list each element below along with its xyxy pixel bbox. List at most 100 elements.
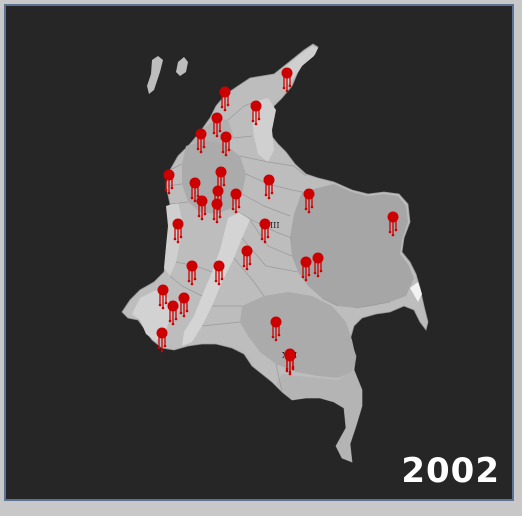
border-patch — [410, 282, 422, 302]
marker-huila — [156, 327, 168, 353]
marker-boyaca-drop-2 — [248, 262, 252, 266]
marker-caldas-drop-2 — [266, 235, 270, 239]
marker-meta-west-drop-0 — [313, 271, 317, 275]
marker-vaupes — [284, 350, 296, 376]
marker-antioquia-west-head — [189, 177, 201, 189]
marker-antioquia-west-drop-0 — [190, 196, 194, 200]
marker-santander — [263, 174, 275, 200]
marker-santander-drop-1 — [267, 196, 271, 200]
marker-cesar-head — [250, 100, 262, 112]
marker-huila-drop-1 — [160, 349, 164, 353]
marker-sucre-drop-0 — [196, 147, 200, 151]
marker-uraba — [163, 169, 175, 195]
marker-sucre-drop-2 — [202, 145, 206, 149]
marker-bolivar-north-head — [211, 112, 223, 124]
region-orinoquia — [290, 184, 414, 308]
region-amazonas-south — [276, 370, 362, 462]
marker-cauca-coast — [178, 292, 190, 318]
island-east — [176, 57, 188, 76]
marker-magdalena-north-head — [219, 86, 231, 98]
marker-medellin-drop-2 — [203, 212, 207, 216]
marker-cundinamarca-drop-0 — [187, 279, 191, 283]
marker-bolivar-north-drop-1 — [215, 134, 219, 138]
island-west — [147, 56, 163, 94]
marker-sucre-drop-1 — [199, 150, 203, 154]
marker-meta-east-head — [157, 284, 169, 296]
marker-magdalena-north-drop-1 — [223, 108, 227, 112]
marker-medellin-drop-1 — [200, 217, 204, 221]
marker-antioquia-south — [211, 198, 223, 224]
marker-cesar-drop-2 — [257, 117, 261, 121]
marker-caldas — [259, 218, 271, 244]
marker-narino-drop-0 — [271, 335, 275, 339]
marker-cesar-drop-1 — [254, 122, 258, 126]
marker-cauca-drop-0 — [168, 319, 172, 323]
marker-arauca-drop-2 — [310, 205, 314, 209]
marker-arauca — [303, 188, 315, 214]
marker-uraba-head — [163, 169, 175, 181]
marker-antioquia-central-head — [212, 185, 224, 197]
marker-cesar — [250, 100, 262, 126]
marker-tolima-drop-1 — [304, 278, 308, 282]
marker-valle-head — [213, 260, 225, 272]
marker-huila-head — [156, 327, 168, 339]
region-guajira-light — [284, 46, 318, 84]
marker-valle-drop-2 — [220, 277, 224, 281]
marker-boyaca — [241, 245, 253, 271]
marker-antioquia-north-drop-2 — [222, 183, 226, 187]
marker-choco-drop-2 — [179, 235, 183, 239]
marker-cauca-drop-2 — [174, 317, 178, 321]
marker-guajira-drop-0 — [282, 86, 286, 90]
marker-bolivar-south — [220, 131, 232, 157]
marker-vaupes-drop-1 — [288, 372, 292, 376]
marker-cauca-coast-drop-0 — [179, 311, 183, 315]
marker-cesar-drop-0 — [251, 119, 255, 123]
marker-bolivar-north-drop-2 — [218, 129, 222, 133]
marker-meta-east-drop-1 — [161, 306, 165, 310]
marker-santander-drop-2 — [270, 191, 274, 195]
marker-bolivar-south-drop-1 — [224, 153, 228, 157]
marker-medellin-head — [196, 195, 208, 207]
marker-boyaca-drop-0 — [242, 264, 246, 268]
marker-cundinamarca-drop-1 — [190, 282, 194, 286]
marker-medellin — [196, 195, 208, 221]
marker-santander-head — [263, 174, 275, 186]
marker-valle — [213, 260, 225, 286]
marker-bolivar-north — [211, 112, 223, 138]
marker-bolivar-north-drop-0 — [212, 131, 216, 135]
marker-antioquia-north-head — [215, 166, 227, 178]
marker-meta-west-drop-1 — [316, 274, 320, 278]
marker-valle-drop-0 — [214, 279, 218, 283]
marker-antioquia-east-head — [230, 188, 242, 200]
year-label: 2002 — [401, 451, 500, 491]
marker-narino — [270, 316, 282, 342]
marker-narino-head — [270, 316, 282, 328]
marker-guajira-drop-2 — [288, 84, 292, 88]
marker-tolima-drop-2 — [307, 273, 311, 277]
marker-arauca-drop-0 — [304, 207, 308, 211]
marker-guajira — [281, 67, 293, 93]
marker-cundinamarca — [186, 260, 198, 286]
marker-uraba-drop-1 — [167, 191, 171, 195]
marker-sucre — [195, 128, 207, 154]
marker-antioquia-east-drop-2 — [237, 205, 241, 209]
marker-cauca-coast-drop-2 — [185, 309, 189, 313]
marker-vaupes-head — [284, 350, 296, 362]
marker-guajira-head — [281, 67, 293, 79]
marker-bolivar-south-head — [220, 131, 232, 143]
marker-antioquia-south-drop-2 — [218, 215, 222, 219]
marker-meta-west — [312, 252, 324, 278]
marker-choco — [172, 218, 184, 244]
marker-medellin-drop-0 — [197, 214, 201, 218]
marker-magdalena-north-drop-0 — [220, 105, 224, 109]
marker-narino-drop-1 — [274, 338, 278, 342]
marker-vichada — [387, 211, 399, 237]
marker-vichada-drop-2 — [394, 228, 398, 232]
marker-caldas-head — [259, 218, 271, 230]
marker-antioquia-south-drop-0 — [212, 217, 216, 221]
marker-cundinamarca-drop-2 — [193, 277, 197, 281]
marker-arauca-drop-1 — [307, 210, 311, 214]
marker-vichada-drop-0 — [388, 230, 392, 234]
marker-bolivar-south-drop-0 — [221, 150, 225, 154]
marker-magdalena-north — [219, 86, 231, 112]
